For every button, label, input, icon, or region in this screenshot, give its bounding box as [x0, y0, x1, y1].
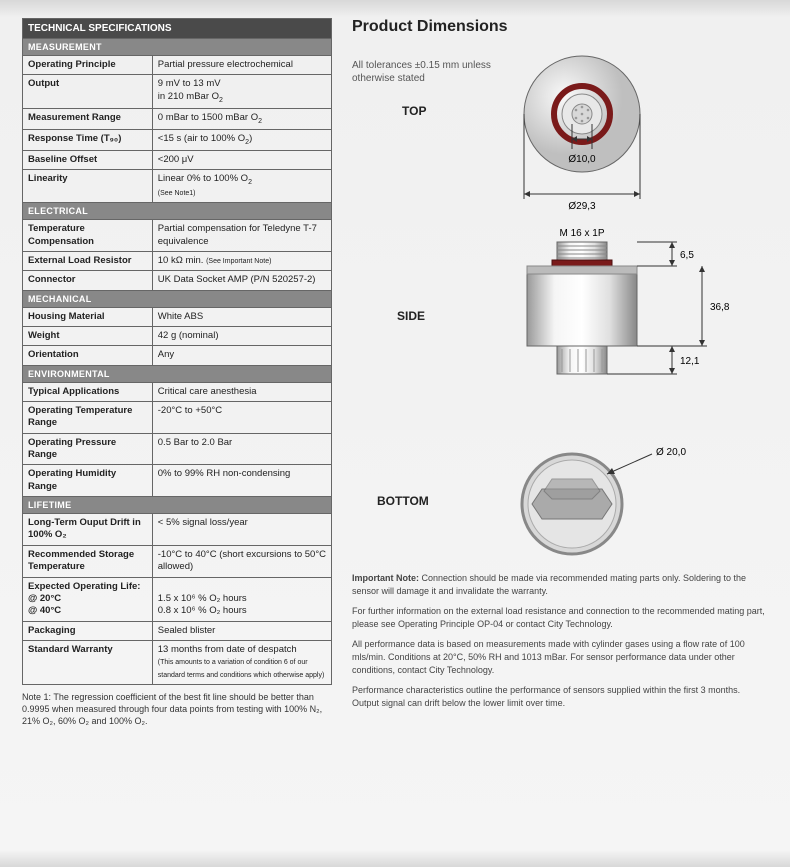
- spec-label: Operating Pressure Range: [23, 433, 153, 465]
- spec-table: TECHNICAL SPECIFICATIONS MEASUREMENTOper…: [22, 18, 332, 685]
- spec-label: Weight: [23, 327, 153, 346]
- spec-value: Any: [152, 346, 331, 365]
- svg-text:Ø 20,0: Ø 20,0: [656, 447, 686, 458]
- label-bottom: BOTTOM: [377, 494, 429, 508]
- spec-label: Measurement Range: [23, 108, 153, 129]
- label-side: SIDE: [397, 309, 425, 323]
- spec-label: Temperature Compensation: [23, 220, 153, 252]
- spec-value: < 5% signal loss/year: [152, 514, 331, 546]
- spec-value: 9 mV to 13 mVin 210 mBar O2: [152, 75, 331, 108]
- spec-label: Recommended Storage Temperature: [23, 545, 153, 577]
- spec-value: <15 s (air to 100% O2): [152, 129, 331, 150]
- spec-label: Operating Temperature Range: [23, 402, 153, 434]
- side-view-svg: M 16 x 1P: [472, 224, 752, 424]
- spec-label: Expected Operating Life: @ 20°C @ 40°C: [23, 577, 153, 621]
- spec-value: UK Data Socket AMP (P/N 520257-2): [152, 271, 331, 290]
- spec-title: TECHNICAL SPECIFICATIONS: [23, 19, 332, 39]
- tolerance-text: All tolerances ±0.15 mm unless otherwise…: [352, 59, 492, 85]
- section-header: MEASUREMENT: [23, 39, 332, 56]
- spec-label: Orientation: [23, 346, 153, 365]
- spec-value: Sealed blister: [152, 621, 331, 640]
- spec-label: Packaging: [23, 621, 153, 640]
- spec-value: 10 kΩ min. (See Important Note): [152, 252, 331, 271]
- diagram-area: All tolerances ±0.15 mm unless otherwise…: [352, 44, 768, 564]
- spec-label: External Load Resistor: [23, 252, 153, 271]
- spec-value: 0.5 Bar to 2.0 Bar: [152, 433, 331, 465]
- spec-value: <200 μV: [152, 150, 331, 169]
- svg-text:36,8: 36,8: [710, 302, 730, 313]
- svg-text:Ø10,0: Ø10,0: [568, 154, 596, 165]
- spec-label: Long-Term Ouput Drift in 100% O₂: [23, 514, 153, 546]
- spec-value: 13 months from date of despatch(This amo…: [152, 640, 331, 684]
- spec-label: Baseline Offset: [23, 150, 153, 169]
- spec-value: -10°C to 40°C (short excursions to 50°C …: [152, 545, 331, 577]
- spec-value: Linear 0% to 100% O2(See Note1): [152, 169, 331, 202]
- spec-value: -20°C to +50°C: [152, 402, 331, 434]
- spec-value: White ABS: [152, 307, 331, 326]
- spec-value: 42 g (nominal): [152, 327, 331, 346]
- spec-label: Standard Warranty: [23, 640, 153, 684]
- spec-label: Typical Applications: [23, 382, 153, 401]
- svg-text:12,1: 12,1: [680, 356, 700, 367]
- section-header: ENVIRONMENTAL: [23, 365, 332, 382]
- top-view-svg: Ø10,0 Ø29,3: [482, 44, 732, 219]
- label-top: TOP: [402, 104, 426, 118]
- spec-value: 0 mBar to 1500 mBar O2: [152, 108, 331, 129]
- dimensions-column: Product Dimensions All tolerances ±0.15 …: [352, 18, 768, 727]
- spec-value: Critical care anesthesia: [152, 382, 331, 401]
- section-header: LIFETIME: [23, 497, 332, 514]
- important-note-1: For further information on the external …: [352, 605, 768, 630]
- spec-value: Partial pressure electrochemical: [152, 56, 331, 75]
- note-1: Note 1: The regression coefficient of th…: [22, 691, 332, 727]
- important-note-0: Important Note: Connection should be mad…: [352, 572, 768, 597]
- spec-label: Housing Material: [23, 307, 153, 326]
- spec-label: Operating Principle: [23, 56, 153, 75]
- important-notes: Important Note: Connection should be mad…: [352, 572, 768, 709]
- spec-label: Output: [23, 75, 153, 108]
- spec-label: Operating Humidity Range: [23, 465, 153, 497]
- spec-value: 0% to 99% RH non-condensing: [152, 465, 331, 497]
- spec-value: 1.5 x 10⁶ % O₂ hours0.8 x 10⁶ % O₂ hours: [152, 577, 331, 621]
- spec-value: Partial compensation for Teledyne T-7 eq…: [152, 220, 331, 252]
- section-header: ELECTRICAL: [23, 203, 332, 220]
- spec-label: Response Time (T₉₀): [23, 129, 153, 150]
- spec-label: Connector: [23, 271, 153, 290]
- svg-text:M 16 x 1P: M 16 x 1P: [559, 228, 604, 239]
- important-note-2: All performance data is based on measure…: [352, 638, 768, 676]
- svg-text:6,5: 6,5: [680, 250, 694, 261]
- important-note-3: Performance characteristics outline the …: [352, 684, 768, 709]
- svg-text:Ø29,3: Ø29,3: [568, 201, 596, 212]
- spec-column: TECHNICAL SPECIFICATIONS MEASUREMENTOper…: [22, 18, 332, 727]
- dimensions-title: Product Dimensions: [352, 18, 768, 36]
- section-header: MECHANICAL: [23, 290, 332, 307]
- spec-label: Linearity: [23, 169, 153, 202]
- bottom-view-svg: Ø 20,0: [472, 439, 732, 569]
